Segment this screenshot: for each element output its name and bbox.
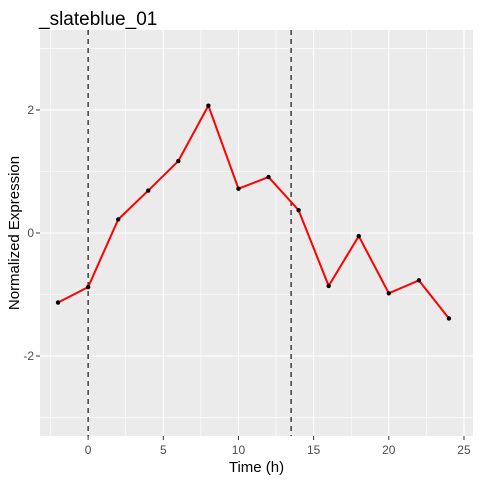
- y-tick-label: 2: [27, 103, 34, 117]
- chart-title: _slateblue_01: [38, 9, 157, 30]
- reference-lines: [87, 30, 292, 436]
- data-point: [446, 316, 452, 321]
- data-point: [416, 278, 422, 283]
- data-point: [115, 217, 121, 222]
- data-point: [146, 188, 151, 193]
- x-tick-label: 15: [307, 443, 321, 457]
- x-tick-label: 5: [160, 443, 167, 457]
- x-tick-label: 25: [457, 443, 471, 457]
- series-line: [57, 104, 450, 320]
- y-axis-title: Normalized Expression: [6, 156, 23, 310]
- x-tick-label: 10: [232, 443, 246, 457]
- x-tick-label: 20: [382, 443, 396, 457]
- y-tick-label: -2: [23, 349, 34, 363]
- data-point: [296, 208, 301, 213]
- data-point: [176, 158, 181, 164]
- x-axis: 0 5 10 15 20 25: [85, 436, 471, 457]
- points-group: [55, 103, 452, 321]
- x-axis-title: Time (h): [229, 459, 284, 476]
- y-axis: -2 0 2: [23, 103, 40, 363]
- data-point: [85, 284, 91, 290]
- data-point: [236, 186, 241, 191]
- data-point: [386, 291, 392, 296]
- data-point: [356, 233, 361, 239]
- data-point: [266, 174, 271, 180]
- y-tick-label: 0: [27, 226, 34, 240]
- data-point: [326, 283, 331, 289]
- x-tick-label: 0: [85, 443, 92, 457]
- data-point: [206, 103, 211, 108]
- series-group: [57, 104, 450, 320]
- data-point: [55, 300, 61, 305]
